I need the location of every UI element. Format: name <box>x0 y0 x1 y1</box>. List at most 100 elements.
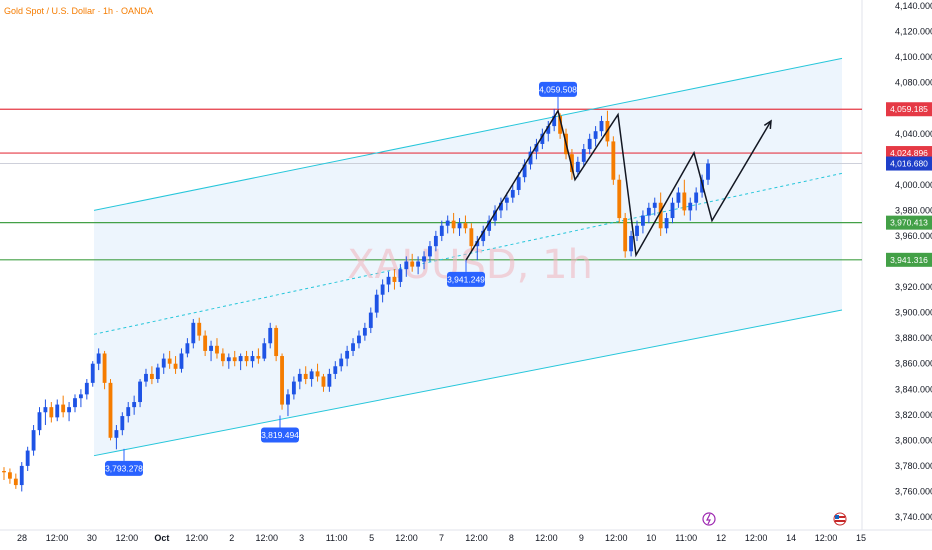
candle-body[interactable] <box>333 366 338 374</box>
candle-body[interactable] <box>380 284 385 295</box>
candle-body[interactable] <box>197 322 202 336</box>
candle-body[interactable] <box>510 189 515 198</box>
candle-body[interactable] <box>670 202 675 219</box>
candle-body[interactable] <box>185 343 190 354</box>
candle-body[interactable] <box>167 358 172 364</box>
candle-body[interactable] <box>368 312 373 328</box>
candle-body[interactable] <box>55 404 60 418</box>
candle-body[interactable] <box>2 471 6 473</box>
candle-body[interactable] <box>232 357 237 362</box>
candle-body[interactable] <box>321 376 326 387</box>
candle-body[interactable] <box>445 220 450 226</box>
candle-body[interactable] <box>155 367 160 380</box>
candle-body[interactable] <box>463 223 468 229</box>
candle-body[interactable] <box>286 394 290 405</box>
candle-body[interactable] <box>581 149 586 162</box>
candle-body[interactable] <box>31 430 36 451</box>
candle-body[interactable] <box>209 345 213 351</box>
candle-body[interactable] <box>61 404 66 413</box>
candle-body[interactable] <box>611 141 616 180</box>
candle-body[interactable] <box>262 343 267 359</box>
candle-body[interactable] <box>303 373 308 380</box>
candle-body[interactable] <box>528 151 533 165</box>
candle-body[interactable] <box>593 131 598 139</box>
callout-badge[interactable] <box>447 271 485 287</box>
candle-body[interactable] <box>493 210 497 221</box>
candle-body[interactable] <box>149 373 154 380</box>
candle-body[interactable] <box>587 138 592 150</box>
candle-body[interactable] <box>558 115 563 134</box>
candle-body[interactable] <box>226 357 231 362</box>
candle-body[interactable] <box>238 356 243 362</box>
candle-body[interactable] <box>641 215 645 226</box>
candle-body[interactable] <box>78 394 83 399</box>
candle-body[interactable] <box>410 261 415 267</box>
candle-body[interactable] <box>280 356 284 405</box>
candle-body[interactable] <box>374 294 379 313</box>
candle-body[interactable] <box>138 381 142 403</box>
candle-body[interactable] <box>339 358 344 367</box>
candle-body[interactable] <box>451 220 456 229</box>
candle-body[interactable] <box>682 192 687 211</box>
candle-body[interactable] <box>220 353 225 362</box>
candle-body[interactable] <box>575 161 580 173</box>
candle-body[interactable] <box>652 202 657 208</box>
candle-body[interactable] <box>481 230 486 242</box>
candle-body[interactable] <box>404 261 409 270</box>
price-level-badge[interactable] <box>886 215 932 230</box>
candle-body[interactable] <box>244 356 249 362</box>
candle-body[interactable] <box>120 416 125 431</box>
candle-body[interactable] <box>250 356 255 362</box>
candle-body[interactable] <box>362 327 367 336</box>
candle-body[interactable] <box>422 256 426 262</box>
candle-body[interactable] <box>540 133 545 144</box>
candle-body[interactable] <box>73 398 77 408</box>
callout-badge[interactable] <box>261 427 299 443</box>
candle-body[interactable] <box>49 407 54 418</box>
zigzag-projection[interactable] <box>465 108 772 261</box>
candle-body[interactable] <box>126 407 131 417</box>
candle-body[interactable] <box>646 207 651 216</box>
candle-body[interactable] <box>433 235 438 247</box>
candle-body[interactable] <box>114 430 119 438</box>
candle-body[interactable] <box>357 335 361 344</box>
candle-body[interactable] <box>268 327 273 344</box>
candle-body[interactable] <box>345 350 350 359</box>
candle-body[interactable] <box>469 228 474 247</box>
channel-mid-line[interactable] <box>93 172 843 335</box>
callout-badge[interactable] <box>105 460 143 476</box>
price-level-badge[interactable] <box>886 102 932 117</box>
candle-body[interactable] <box>96 353 101 364</box>
candle-body[interactable] <box>274 327 279 357</box>
candle-body[interactable] <box>309 371 314 380</box>
candle-body[interactable] <box>215 345 219 354</box>
candle-body[interactable] <box>676 192 681 203</box>
candle-body[interactable] <box>108 382 113 438</box>
candle-body[interactable] <box>439 225 444 236</box>
candle-body[interactable] <box>291 381 296 395</box>
candle-body[interactable] <box>516 177 521 190</box>
candle-body[interactable] <box>688 202 693 211</box>
candle-body[interactable] <box>475 241 480 247</box>
candle-body[interactable] <box>102 353 107 383</box>
channel-lower-line[interactable] <box>93 309 843 457</box>
candle-body[interactable] <box>629 235 634 252</box>
candle-body[interactable] <box>534 143 539 152</box>
candle-body[interactable] <box>297 373 302 382</box>
candle-body[interactable] <box>664 218 669 229</box>
candle-body[interactable] <box>203 335 208 351</box>
price-level-badge[interactable] <box>886 252 932 267</box>
candle-body[interactable] <box>487 220 492 231</box>
candle-body[interactable] <box>658 202 663 229</box>
candle-body[interactable] <box>173 363 178 369</box>
candle-body[interactable] <box>132 402 137 408</box>
candle-body[interactable] <box>179 353 184 369</box>
candle-body[interactable] <box>191 322 196 344</box>
candle-body[interactable] <box>67 407 71 413</box>
candle-body[interactable] <box>522 164 527 178</box>
candle-body[interactable] <box>392 276 397 282</box>
candle-body[interactable] <box>161 358 166 368</box>
candle-body[interactable] <box>398 269 403 282</box>
